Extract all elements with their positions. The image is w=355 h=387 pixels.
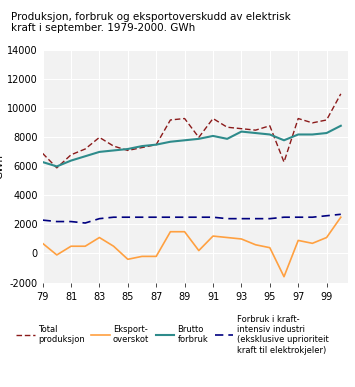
Y-axis label: GWh: GWh (0, 154, 4, 179)
Text: Produksjon, forbruk og eksportoverskudd av elektrisk
kraft i september. 1979-200: Produksjon, forbruk og eksportoverskudd … (11, 12, 290, 33)
Legend: Total
produksjon, Eksport-
overskot, Brutto
forbruk, Forbruk i kraft-
intensiv i: Total produksjon, Eksport- overskot, Bru… (16, 315, 328, 355)
